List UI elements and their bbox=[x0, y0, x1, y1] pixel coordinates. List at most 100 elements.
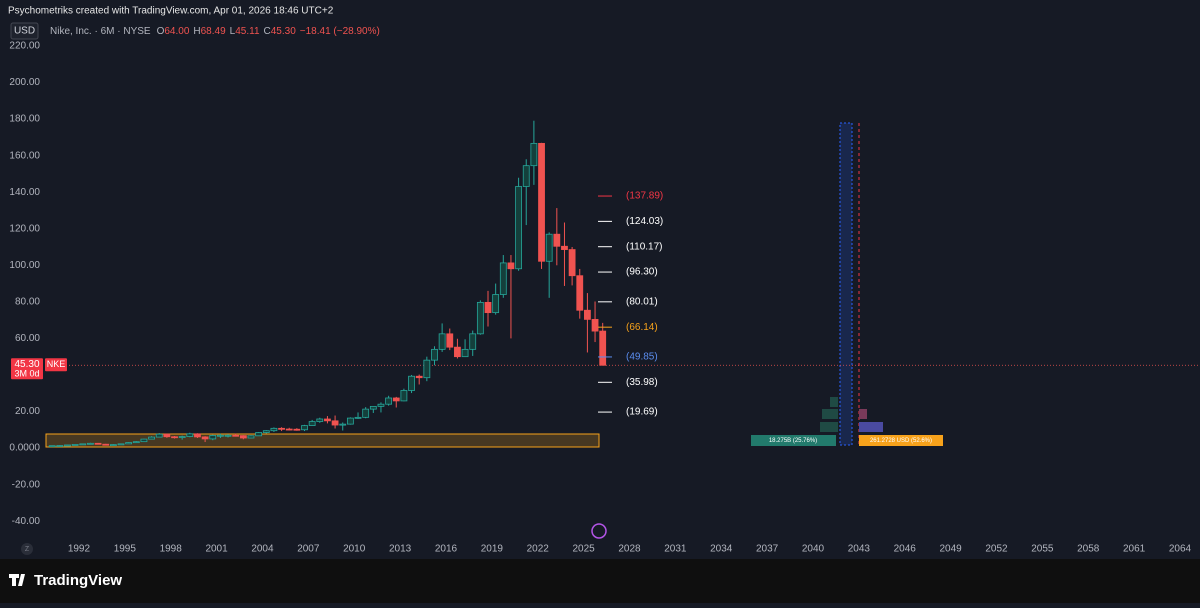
candle-body bbox=[178, 436, 186, 438]
symbol-tag bbox=[45, 358, 67, 372]
footer bbox=[0, 559, 1200, 603]
candle-body bbox=[324, 418, 331, 422]
ohlc-key: H bbox=[193, 26, 200, 37]
candle-body bbox=[262, 430, 270, 433]
candle-body bbox=[561, 245, 568, 250]
candle-body bbox=[125, 442, 133, 445]
candle-body bbox=[186, 433, 194, 437]
profile-bar bbox=[830, 397, 838, 407]
candle-body bbox=[584, 309, 591, 320]
candle-body bbox=[109, 444, 117, 446]
x-tick-label: 2046 bbox=[894, 544, 917, 555]
candle-body bbox=[331, 420, 339, 426]
candle-body bbox=[201, 436, 209, 440]
candle-body bbox=[469, 333, 477, 350]
x-tick-label: 2028 bbox=[618, 544, 641, 555]
x-axis-strip bbox=[0, 541, 1200, 559]
candle-body bbox=[171, 436, 178, 439]
candle-body bbox=[56, 445, 64, 447]
level-label: (49.85) bbox=[626, 352, 658, 363]
candle-body bbox=[224, 434, 232, 437]
profile-bar bbox=[859, 422, 883, 432]
candle-body bbox=[293, 428, 301, 431]
profile-column bbox=[839, 122, 853, 446]
level-label: (80.01) bbox=[626, 296, 658, 307]
candle-body bbox=[316, 418, 324, 422]
candle-body bbox=[369, 405, 377, 410]
candle-body bbox=[155, 433, 163, 438]
candle-body bbox=[362, 408, 370, 418]
y-tick-label: -20.00 bbox=[12, 479, 41, 490]
y-tick-label: -40.00 bbox=[12, 516, 41, 527]
x-tick-label: 2049 bbox=[939, 544, 962, 555]
candle-body bbox=[79, 443, 87, 446]
candle-body bbox=[385, 397, 393, 405]
candle-body bbox=[278, 427, 285, 430]
candle-body bbox=[308, 421, 316, 426]
y-tick-label: 180.00 bbox=[9, 114, 40, 125]
candle-body bbox=[209, 435, 217, 440]
x-tick-label: 2001 bbox=[205, 544, 228, 555]
candle-body bbox=[408, 375, 415, 391]
y-tick-label: 220.00 bbox=[9, 41, 40, 52]
candle-body bbox=[515, 186, 522, 270]
price-tag-countdown: 3M 0d bbox=[14, 369, 39, 379]
profile-bar bbox=[859, 409, 867, 419]
axis-mode[interactable]: Z bbox=[25, 546, 30, 553]
currency[interactable]: USD bbox=[14, 26, 35, 37]
event-icon[interactable] bbox=[591, 523, 607, 539]
axis-mode-button[interactable] bbox=[21, 543, 33, 555]
ohlc-key: C bbox=[264, 26, 271, 37]
candle-body bbox=[71, 444, 79, 446]
candle-body bbox=[538, 142, 545, 262]
x-tick-label: 1992 bbox=[68, 544, 91, 555]
level-label: (137.89) bbox=[626, 191, 663, 202]
profile-bar bbox=[751, 435, 836, 446]
candle-body bbox=[484, 301, 492, 314]
price-tag-value: 45.30 bbox=[14, 359, 39, 370]
candle-body bbox=[438, 333, 446, 350]
symbol-tag-label: NKE bbox=[47, 359, 66, 369]
logo-mark bbox=[9, 574, 25, 586]
x-tick-label: 2034 bbox=[710, 544, 733, 555]
attribution: Psychometriks created with TradingView.c… bbox=[8, 6, 334, 17]
x-tick-label: 2019 bbox=[481, 544, 504, 555]
y-tick-label: 120.00 bbox=[9, 223, 40, 234]
y-tick-label: 200.00 bbox=[9, 77, 40, 88]
y-tick-label: 100.00 bbox=[9, 260, 40, 271]
candle-body bbox=[476, 301, 484, 335]
candle-body bbox=[216, 434, 224, 437]
x-tick-label: 2037 bbox=[756, 544, 779, 555]
currency-box[interactable] bbox=[10, 22, 39, 40]
x-tick-label: 2022 bbox=[527, 544, 550, 555]
level-label: (96.30) bbox=[626, 267, 658, 278]
ohlc-value: 64.00 bbox=[164, 26, 189, 37]
candle-body bbox=[255, 432, 263, 437]
candle-body bbox=[117, 443, 125, 446]
candle-body bbox=[599, 330, 607, 366]
x-tick-label: 2055 bbox=[1031, 544, 1054, 555]
x-tick-label: 2061 bbox=[1123, 544, 1146, 555]
candle-body bbox=[377, 403, 385, 407]
x-tick-label: 2043 bbox=[848, 544, 871, 555]
candle-body bbox=[339, 423, 347, 426]
candle-body bbox=[431, 348, 438, 361]
x-tick-label: 2025 bbox=[572, 544, 595, 555]
profile-left-label: 18.275B (25.76%) bbox=[769, 438, 817, 444]
candle-body bbox=[148, 436, 155, 440]
candle-body bbox=[507, 262, 515, 270]
candle-body bbox=[163, 433, 171, 438]
x-tick-label: 2010 bbox=[343, 544, 366, 555]
x-tick-label: 2016 bbox=[435, 544, 458, 555]
symbol-legend: Nike, Inc. · 6M · NYSE O64.00 H68.49 L45.11… bbox=[50, 26, 380, 37]
ohlc-value: 45.30 bbox=[271, 26, 296, 37]
candle-body bbox=[461, 348, 469, 358]
candle-body bbox=[247, 435, 255, 439]
profile-bar bbox=[859, 435, 943, 446]
candle-body bbox=[499, 262, 507, 295]
profile-right-label: 261.2728 USD (52.6%) bbox=[870, 438, 932, 444]
level-label: (19.69) bbox=[626, 407, 658, 418]
